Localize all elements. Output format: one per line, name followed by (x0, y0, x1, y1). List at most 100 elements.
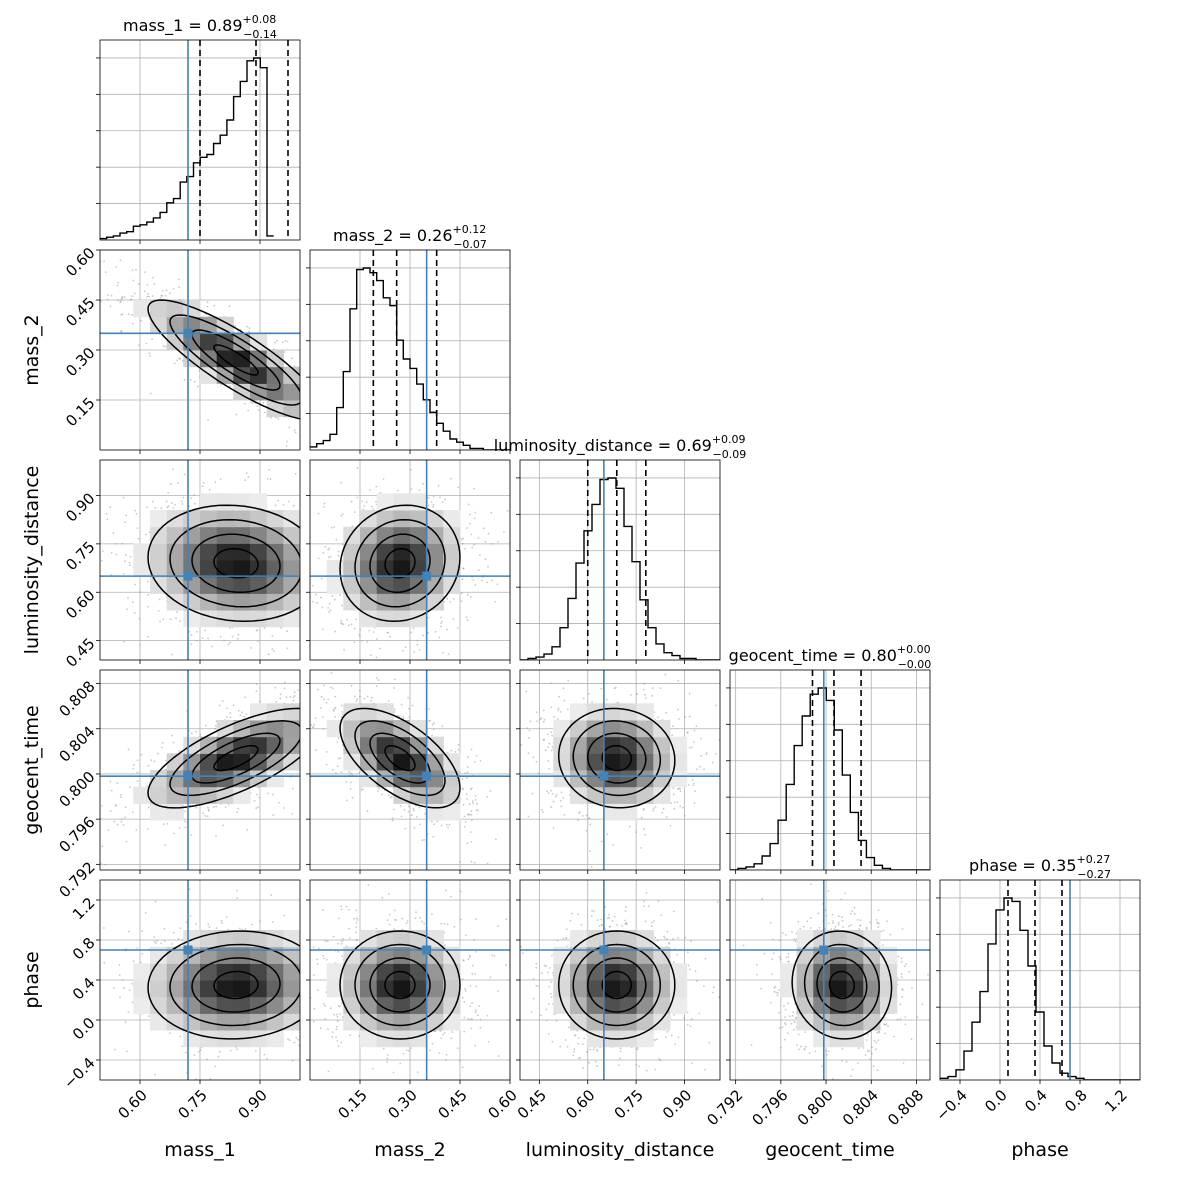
sample-point (481, 579, 483, 582)
density-cell (283, 736, 300, 754)
sample-point (462, 788, 464, 791)
sample-point (367, 694, 369, 696)
sample-point (393, 711, 396, 713)
sample-point (446, 751, 449, 754)
sample-point (327, 698, 330, 701)
sample-point (110, 551, 113, 554)
sample-point (167, 491, 170, 494)
sample-point (341, 711, 344, 713)
sample-point (115, 266, 118, 268)
sample-point (289, 694, 291, 696)
sample-point (292, 787, 294, 790)
sample-point (679, 787, 681, 790)
density-cell (393, 610, 411, 628)
sample-point (128, 564, 131, 567)
sample-point (293, 691, 296, 694)
sample-point (100, 559, 103, 562)
sample-point (375, 685, 378, 688)
sample-point (312, 399, 314, 401)
sample-point (237, 709, 240, 712)
sample-point (705, 753, 708, 756)
density-cell (216, 593, 234, 611)
sample-point (345, 780, 348, 783)
sample-point (393, 678, 396, 681)
sample-point (317, 512, 320, 515)
sample-point (318, 725, 320, 727)
sample-point (181, 503, 184, 505)
sample-point (301, 745, 303, 747)
sample-point (393, 808, 395, 811)
sample-point (214, 727, 217, 730)
sample-point (379, 491, 382, 494)
sample-point (375, 677, 378, 679)
sample-point (476, 802, 478, 805)
sample-point (221, 700, 224, 703)
sample-point (312, 432, 314, 434)
density-cell (150, 316, 168, 334)
sample-point (341, 666, 343, 668)
sample-point (651, 687, 654, 689)
density-cell (426, 803, 444, 821)
density-cell (343, 720, 361, 738)
sample-point (292, 504, 295, 507)
sample-point (170, 502, 173, 504)
sample-point (122, 496, 125, 499)
sample-point (302, 727, 304, 729)
sample-point (474, 511, 477, 514)
sample-point (303, 739, 305, 741)
sample-point (307, 602, 309, 604)
sample-point (361, 688, 363, 690)
sample-point (358, 689, 361, 692)
sample-point (337, 550, 340, 553)
sample-point (257, 640, 259, 643)
sample-point (463, 826, 466, 828)
density-cell (233, 560, 251, 578)
sample-point (450, 477, 452, 480)
y-tick-label: 0.75 (62, 538, 98, 574)
sample-point (312, 587, 314, 589)
contour-line (147, 299, 300, 420)
sample-point (513, 545, 515, 547)
sample-point (116, 823, 119, 826)
truth-marker (183, 328, 193, 338)
sample-point (402, 649, 404, 652)
sample-point (460, 592, 463, 595)
sample-point (175, 617, 178, 620)
sample-point (132, 811, 134, 814)
sample-point (313, 689, 315, 691)
sample-point (301, 559, 303, 561)
density-cell (133, 300, 151, 318)
sample-point (318, 478, 320, 480)
sample-point (172, 288, 175, 290)
sample-point (257, 409, 260, 411)
sample-point (375, 501, 377, 503)
sample-point (400, 458, 402, 460)
sample-point (306, 395, 308, 397)
sample-point (321, 716, 324, 718)
density-cell (443, 510, 461, 528)
sample-point (178, 750, 181, 752)
density-cell (360, 720, 378, 738)
sample-point (305, 754, 307, 756)
sample-point (136, 780, 139, 782)
sample-point (335, 714, 337, 716)
density-cell (133, 543, 151, 561)
sample-point (302, 706, 304, 708)
sample-point (124, 816, 126, 819)
sample-point (117, 299, 119, 302)
sample-point (323, 684, 325, 687)
sample-point (348, 771, 351, 773)
sample-point (229, 641, 232, 644)
sample-point (58, 627, 60, 629)
sample-point (393, 708, 396, 711)
sample-point (134, 509, 137, 512)
sample-point (317, 715, 319, 717)
sample-point (342, 521, 344, 523)
sample-point (329, 521, 331, 523)
y-axis-label-luminosity_distance: luminosity_distance (21, 466, 43, 655)
y-tick-label: 0.792 (55, 858, 98, 901)
sample-point (470, 596, 472, 598)
sample-point (88, 841, 90, 843)
